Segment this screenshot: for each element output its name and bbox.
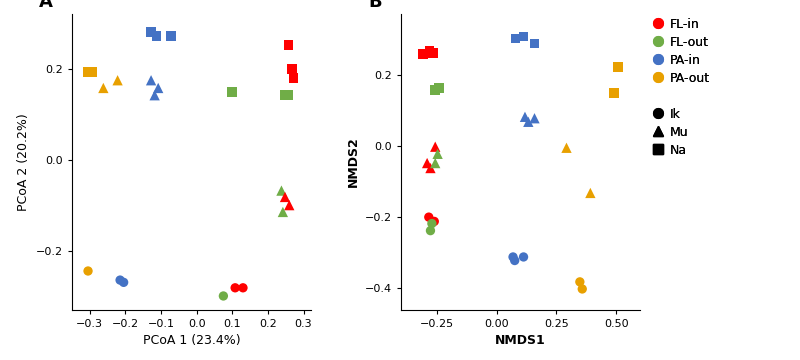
Point xyxy=(426,221,438,226)
Point xyxy=(164,33,177,39)
Point xyxy=(528,41,541,46)
Point xyxy=(506,254,519,260)
Point xyxy=(86,69,98,75)
Point xyxy=(82,69,94,75)
Y-axis label: PCoA 2 (20.2%): PCoA 2 (20.2%) xyxy=(18,113,30,211)
Point xyxy=(226,89,238,94)
Point xyxy=(111,77,124,83)
Point xyxy=(429,87,442,93)
Point xyxy=(517,33,530,39)
Point xyxy=(508,258,521,264)
Y-axis label: NMDS2: NMDS2 xyxy=(346,137,360,187)
Point xyxy=(286,66,298,72)
Point xyxy=(509,36,522,41)
Text: A: A xyxy=(38,0,53,12)
Point xyxy=(429,144,442,150)
Point xyxy=(421,160,434,166)
Point xyxy=(282,92,295,98)
Text: B: B xyxy=(368,0,382,12)
Point xyxy=(517,254,530,260)
Point xyxy=(417,51,430,57)
Point xyxy=(426,50,439,56)
Point xyxy=(424,228,437,234)
Point xyxy=(608,90,621,96)
Point xyxy=(282,42,295,48)
Point xyxy=(237,285,250,291)
Point xyxy=(612,64,625,70)
Point xyxy=(560,145,573,150)
Point xyxy=(283,202,296,208)
Point xyxy=(423,48,436,54)
Point xyxy=(229,285,242,291)
Legend: FL-in, FL-out, PA-in, PA-out, , Ik, Mu, Na: FL-in, FL-out, PA-in, PA-out, , Ik, Mu, … xyxy=(654,18,710,157)
Point xyxy=(148,93,161,98)
Point xyxy=(522,119,534,125)
Point xyxy=(424,165,437,171)
Point xyxy=(429,160,442,166)
Point xyxy=(145,29,158,35)
Point xyxy=(278,194,291,200)
Point xyxy=(431,151,444,157)
Point xyxy=(584,190,597,196)
X-axis label: NMDS1: NMDS1 xyxy=(495,334,546,347)
Point xyxy=(145,77,158,83)
Point xyxy=(518,114,531,120)
Point xyxy=(118,279,130,285)
Point xyxy=(217,293,230,299)
Point xyxy=(82,268,94,274)
Point xyxy=(275,188,288,193)
Point xyxy=(277,209,290,215)
Point xyxy=(97,85,110,91)
Point xyxy=(576,286,589,292)
Point xyxy=(152,85,165,91)
Point xyxy=(433,85,446,91)
Point xyxy=(287,75,300,81)
Point xyxy=(574,279,586,285)
Point xyxy=(114,277,126,283)
X-axis label: PCoA 1 (23.4%): PCoA 1 (23.4%) xyxy=(142,334,240,347)
Point xyxy=(278,92,291,98)
Point xyxy=(150,33,163,39)
Point xyxy=(422,214,435,220)
Point xyxy=(528,115,541,121)
Point xyxy=(428,219,441,224)
